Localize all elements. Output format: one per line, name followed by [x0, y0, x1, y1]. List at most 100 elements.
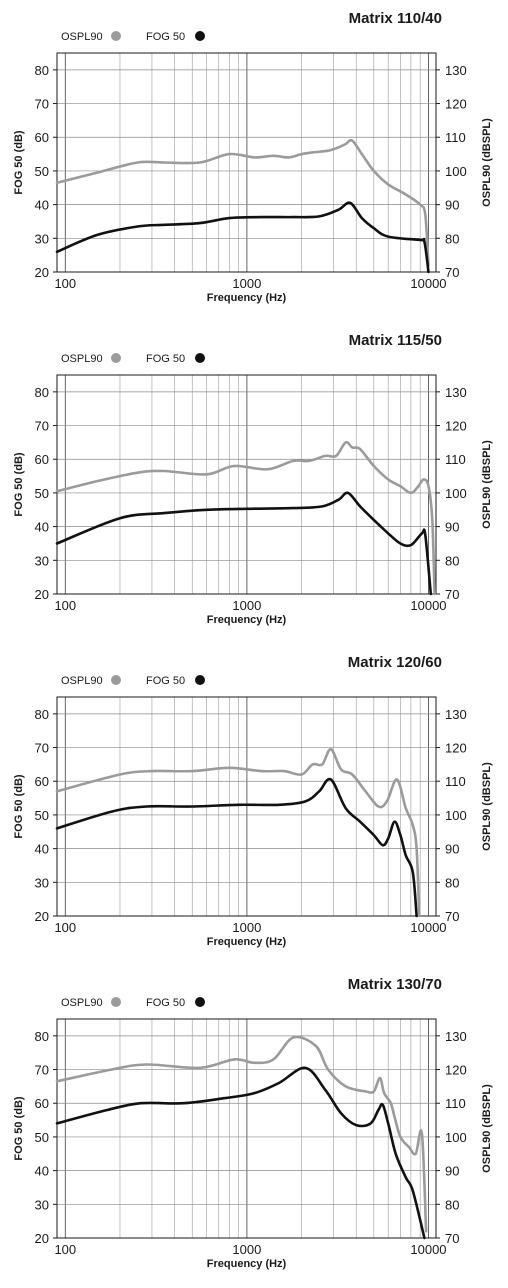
- y2-tick-label: 80: [445, 553, 459, 568]
- chart-title: Matrix 120/60: [348, 654, 442, 671]
- legend-marker-2: [195, 31, 205, 41]
- y2-tick-label: 120: [445, 97, 467, 112]
- x-axis-label: Frequency (Hz): [207, 1258, 287, 1270]
- y-tick-label: 70: [35, 741, 49, 756]
- y-tick-label: 60: [35, 130, 49, 145]
- legend-marker-2: [195, 675, 205, 685]
- series-line-fog-50: [55, 491, 433, 596]
- y-tick-label: 30: [35, 1197, 49, 1212]
- y2-tick-label: 110: [445, 452, 466, 467]
- y-tick-label: 50: [35, 1130, 49, 1145]
- y-tick-label: 40: [35, 520, 49, 535]
- y2-tick-label: 100: [445, 486, 467, 501]
- legend-label-2: FOG 50: [146, 997, 185, 1009]
- y-tick-label: 60: [35, 1096, 49, 1111]
- x-tick-label: 10000: [410, 276, 446, 291]
- x-tick-label: 100: [54, 276, 76, 291]
- y-tick-label: 20: [35, 587, 49, 602]
- y-tick-label: 80: [35, 63, 49, 78]
- legend-label-1: OSPL90: [61, 31, 103, 43]
- chart-title: Matrix 115/50: [349, 332, 442, 349]
- chart-title: Matrix 130/70: [348, 976, 442, 993]
- y-axis-label: FOG 50 (dB): [13, 130, 25, 195]
- x-tick-label: 10000: [410, 598, 446, 613]
- y2-axis-label: OSPL90 (dBSPL): [481, 118, 493, 207]
- legend-marker-2: [195, 353, 205, 363]
- x-tick-label: 1000: [232, 920, 261, 935]
- y2-tick-label: 70: [445, 587, 459, 602]
- y-tick-label: 50: [35, 808, 49, 823]
- plot-frame: [56, 696, 437, 917]
- y-tick-label: 80: [35, 385, 49, 400]
- y2-axis-label: OSPL90 (dBSPL): [481, 440, 493, 529]
- plot-frame: [56, 52, 437, 273]
- series-line-ospl90: [55, 440, 436, 596]
- x-tick-label: 1000: [232, 598, 261, 613]
- chart-4: 20 30 40 50 60 70 80 70 80 90 100 110 120 130 100 1000 1…: [13, 976, 493, 1270]
- chart-2: 20 30 40 50 60 70 80 70 80 90 100 110 120 130 100 1000 1…: [13, 332, 493, 626]
- series-line-ospl90: [55, 1035, 428, 1233]
- plot-frame: [56, 374, 437, 595]
- y2-tick-label: 70: [445, 1231, 459, 1246]
- series-line-ospl90: [55, 747, 421, 918]
- legend-label-2: FOG 50: [146, 31, 185, 43]
- y2-tick-label: 80: [445, 1197, 459, 1212]
- y-axis-label: FOG 50 (dB): [13, 774, 25, 839]
- y2-tick-label: 120: [445, 419, 467, 434]
- y-tick-label: 50: [35, 164, 49, 179]
- y2-tick-label: 90: [445, 198, 459, 213]
- legend-label-1: OSPL90: [61, 353, 103, 365]
- chart-3: 20 30 40 50 60 70 80 70 80 90 100 110 120 130 100 1000 1…: [13, 654, 493, 948]
- y-tick-label: 40: [35, 1164, 49, 1179]
- series-line-fog-50: [55, 1066, 426, 1240]
- x-tick-label: 1000: [232, 1242, 261, 1257]
- y2-tick-label: 100: [445, 1130, 467, 1145]
- y2-tick-label: 70: [445, 265, 459, 280]
- y-tick-label: 70: [35, 97, 49, 112]
- x-axis-label: Frequency (Hz): [207, 936, 287, 948]
- y-axis-label: FOG 50 (dB): [13, 452, 25, 517]
- y-tick-label: 40: [35, 842, 49, 857]
- legend-label-1: OSPL90: [61, 997, 103, 1009]
- y-tick-label: 30: [35, 553, 49, 568]
- y2-tick-label: 110: [445, 130, 466, 145]
- y2-tick-label: 130: [445, 385, 467, 400]
- y2-tick-label: 120: [445, 1063, 467, 1078]
- y2-axis-label: OSPL90 (dBSPL): [481, 1084, 493, 1173]
- y-tick-label: 70: [35, 419, 49, 434]
- y2-tick-label: 70: [445, 909, 459, 924]
- y2-tick-label: 130: [445, 1029, 467, 1044]
- y2-tick-label: 100: [445, 808, 467, 823]
- legend-label-2: FOG 50: [146, 353, 185, 365]
- legend-label-1: OSPL90: [61, 675, 103, 687]
- series-line-fog-50: [55, 201, 430, 274]
- y-tick-label: 20: [35, 909, 49, 924]
- y-tick-label: 20: [35, 265, 49, 280]
- x-tick-label: 100: [54, 598, 76, 613]
- y2-tick-label: 130: [445, 707, 467, 722]
- y-tick-label: 70: [35, 1063, 49, 1078]
- series-line-ospl90: [55, 138, 430, 267]
- y2-axis-label: OSPL90 (dBSPL): [481, 762, 493, 851]
- legend-marker-1: [111, 997, 121, 1007]
- legend-label-2: FOG 50: [146, 675, 185, 687]
- chart-1: 20 30 40 50 60 70 80 70 80 90 100 110 120 130 100 1000 1…: [13, 10, 493, 304]
- chart-title: Matrix 110/40: [349, 10, 442, 27]
- y-tick-label: 20: [35, 1231, 49, 1246]
- x-axis-label: Frequency (Hz): [207, 292, 287, 304]
- y-tick-label: 80: [35, 707, 49, 722]
- x-tick-label: 100: [54, 920, 76, 935]
- y-tick-label: 60: [35, 774, 49, 789]
- y-tick-label: 80: [35, 1029, 49, 1044]
- y2-tick-label: 100: [445, 164, 467, 179]
- x-axis-label: Frequency (Hz): [207, 614, 287, 626]
- y2-tick-label: 120: [445, 741, 467, 756]
- y2-tick-label: 130: [445, 63, 467, 78]
- y-tick-label: 50: [35, 486, 49, 501]
- legend-marker-2: [195, 997, 205, 1007]
- legend-marker-1: [111, 353, 121, 363]
- legend-marker-1: [111, 31, 121, 41]
- y2-tick-label: 80: [445, 231, 459, 246]
- y-tick-label: 30: [35, 231, 49, 246]
